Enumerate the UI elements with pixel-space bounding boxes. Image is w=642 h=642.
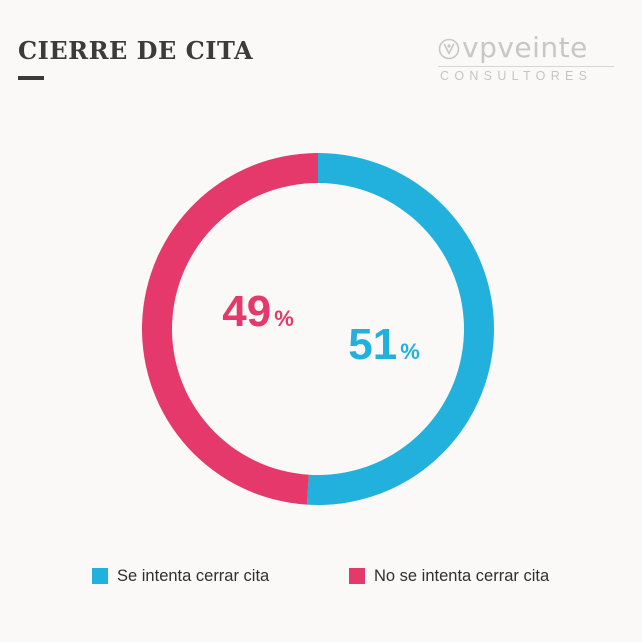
legend-item: No se intenta cerrar cita — [349, 563, 549, 589]
logo-mark-icon — [438, 38, 460, 60]
donut-slice — [141, 153, 318, 505]
legend-item: Se intenta cerrar cita — [92, 563, 269, 589]
slice-value-label: 51% — [348, 320, 420, 369]
legend-swatch — [92, 568, 108, 584]
legend-label: No se intenta cerrar cita — [374, 566, 550, 585]
legend-label: Se intenta cerrar cita — [117, 566, 270, 585]
donut-slice — [306, 153, 494, 505]
slices-group — [141, 153, 494, 505]
legend: Se intenta cerrar cita No se intenta cer… — [0, 563, 642, 589]
slice-value-label: 49% — [222, 287, 294, 336]
logo-name: vpveinte — [462, 31, 588, 64]
legend-swatch — [349, 568, 365, 584]
company-logo: vpveinte CONSULTORES — [438, 32, 614, 84]
logo-tagline: CONSULTORES — [440, 69, 593, 83]
title-underline — [18, 76, 44, 80]
chart-title: CIERRE DE CITA — [18, 36, 254, 65]
logo-rule — [438, 66, 614, 67]
slice-labels-group: 51 % 49% — [222, 287, 420, 369]
